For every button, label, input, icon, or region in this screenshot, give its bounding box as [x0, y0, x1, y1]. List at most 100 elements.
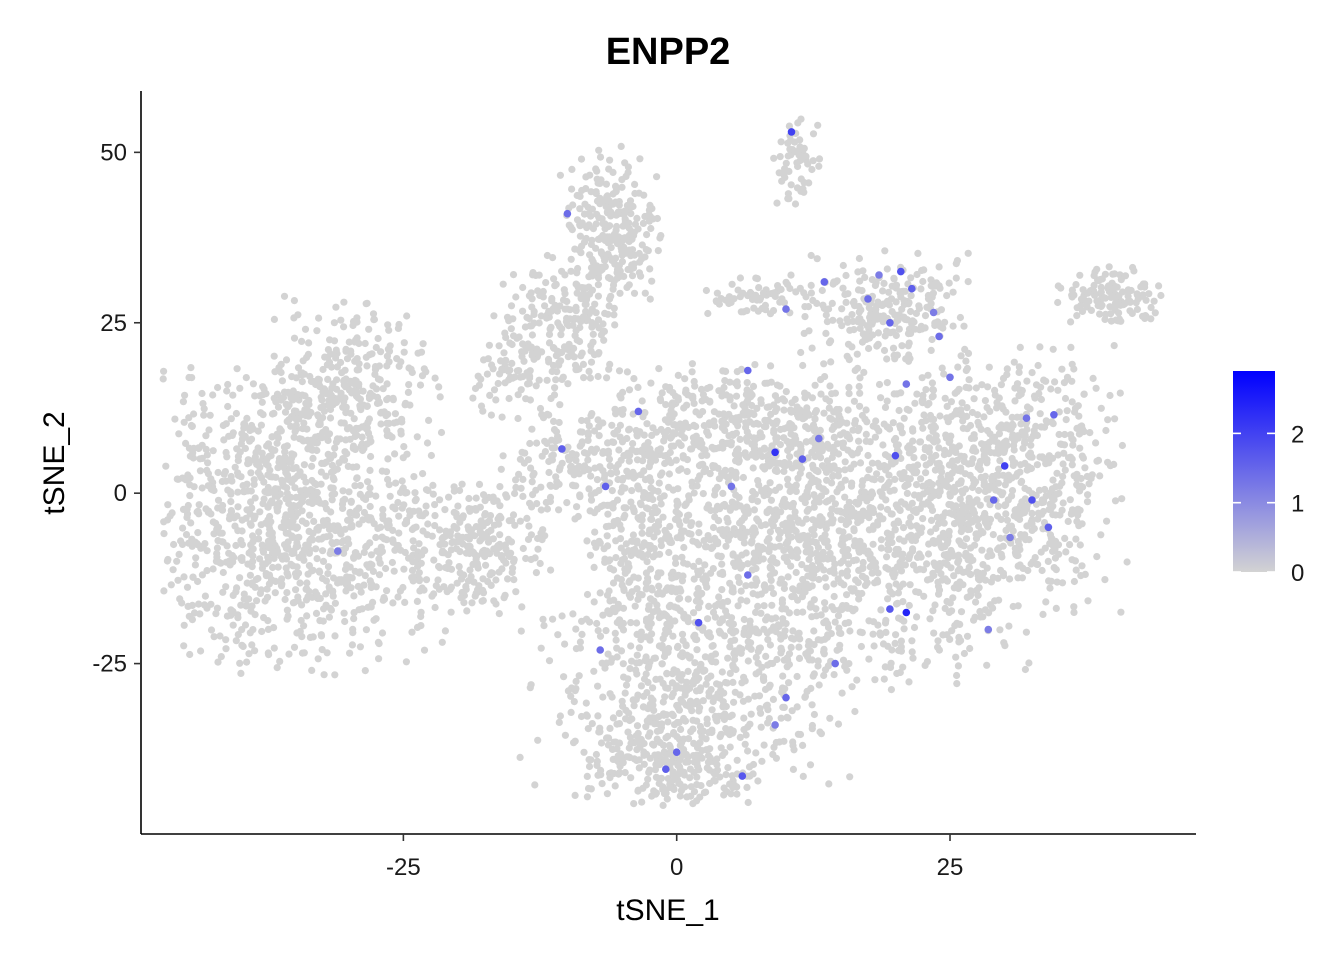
- cell-point: [265, 544, 273, 552]
- cell-point: [349, 625, 357, 634]
- cell-point: [543, 505, 552, 513]
- cell-point: [625, 237, 633, 246]
- cell-point: [604, 310, 612, 318]
- cell-point: [398, 418, 406, 426]
- cell-point: [551, 384, 559, 392]
- cell-point: [356, 481, 364, 490]
- cell-point: [480, 491, 488, 499]
- cell-point: [711, 506, 720, 514]
- cell-point: [496, 502, 504, 510]
- cell-point: [264, 557, 272, 565]
- cell-point: [972, 598, 980, 606]
- cell-point: [1076, 271, 1084, 279]
- cell-point: [830, 592, 838, 601]
- cell-point: [550, 426, 559, 434]
- cell-point: [737, 564, 745, 572]
- cell-point: [1014, 574, 1022, 582]
- cell-point: [519, 373, 527, 381]
- cell-point: [372, 533, 380, 542]
- cell-point: [404, 388, 412, 396]
- cell-point: [957, 352, 965, 360]
- cell-point: [170, 540, 178, 549]
- cell-point: [432, 582, 440, 590]
- cell-point: [534, 287, 542, 295]
- cell-point: [927, 494, 935, 502]
- cell-point: [1076, 506, 1084, 514]
- cell-point: [841, 458, 849, 466]
- cell-point: [446, 529, 454, 538]
- cell-point: [290, 314, 298, 322]
- cell-point: [1137, 283, 1145, 291]
- cell-point: [285, 458, 293, 466]
- cell-point: [361, 667, 369, 675]
- cell-point: [1016, 509, 1025, 518]
- cell-point: [831, 618, 839, 626]
- cell-point: [274, 503, 282, 511]
- cell-point: [319, 547, 327, 555]
- cell-point: [732, 392, 741, 400]
- cell-point: [847, 585, 855, 593]
- cell-point: [992, 486, 1000, 494]
- cell-point: [852, 576, 860, 584]
- cell-point: [630, 289, 639, 297]
- cell-point: [908, 637, 916, 645]
- cell-point: [553, 307, 562, 315]
- cell-point: [283, 475, 292, 483]
- cell-point: [190, 609, 199, 617]
- cell-point: [330, 574, 338, 582]
- cell-point: [214, 523, 223, 531]
- cell-point: [395, 529, 403, 537]
- cell-point: [896, 668, 904, 677]
- cell-point: [270, 409, 278, 417]
- cell-point: [576, 493, 584, 501]
- cell-point: [227, 490, 235, 498]
- cell-point: [850, 397, 859, 405]
- cell-point: [693, 482, 701, 490]
- cell-point: [359, 387, 367, 395]
- cell-point: [229, 591, 237, 600]
- cell-point: [567, 255, 575, 263]
- cell-point: [431, 522, 439, 530]
- cell-point: [871, 433, 880, 441]
- cell-point: [795, 654, 804, 663]
- cell-point: [512, 588, 520, 596]
- cell-point: [787, 136, 795, 144]
- cell-point: [328, 363, 336, 371]
- cell-point: [236, 574, 244, 582]
- cell-point: [487, 569, 495, 577]
- cell-point: [1088, 471, 1096, 479]
- cell-point: [180, 418, 188, 426]
- cell-point: [655, 479, 663, 487]
- cell-point: [908, 648, 916, 656]
- cell-point: [787, 271, 795, 279]
- cell-point: [285, 416, 293, 424]
- cell-point: [383, 587, 391, 595]
- cell-point: [276, 657, 284, 666]
- cell-point: [519, 340, 527, 348]
- cell-point: [950, 447, 958, 455]
- cell-point: [367, 551, 375, 559]
- cell-point: [409, 537, 417, 545]
- cell-point: [915, 492, 923, 500]
- cell-point: [263, 456, 271, 464]
- cell-point: [300, 649, 308, 657]
- cell-point: [572, 456, 580, 464]
- cell-point: [581, 200, 589, 208]
- cell-point: [273, 439, 281, 447]
- cell-point: [330, 337, 339, 345]
- cell-point: [845, 390, 853, 398]
- cell-point: [979, 561, 987, 569]
- cell-point: [465, 535, 473, 543]
- cell-point: [186, 492, 194, 500]
- cell-point: [1054, 541, 1063, 549]
- cell-point: [709, 608, 718, 617]
- cell-point: [998, 402, 1006, 410]
- cell-point: [714, 516, 722, 525]
- cell-point: [315, 314, 323, 322]
- cell-point: [921, 312, 930, 320]
- cell-point: [249, 557, 257, 566]
- cell-point: [210, 633, 218, 641]
- cell-point: [270, 352, 278, 360]
- cell-point: [237, 601, 245, 609]
- cell-point: [379, 385, 387, 393]
